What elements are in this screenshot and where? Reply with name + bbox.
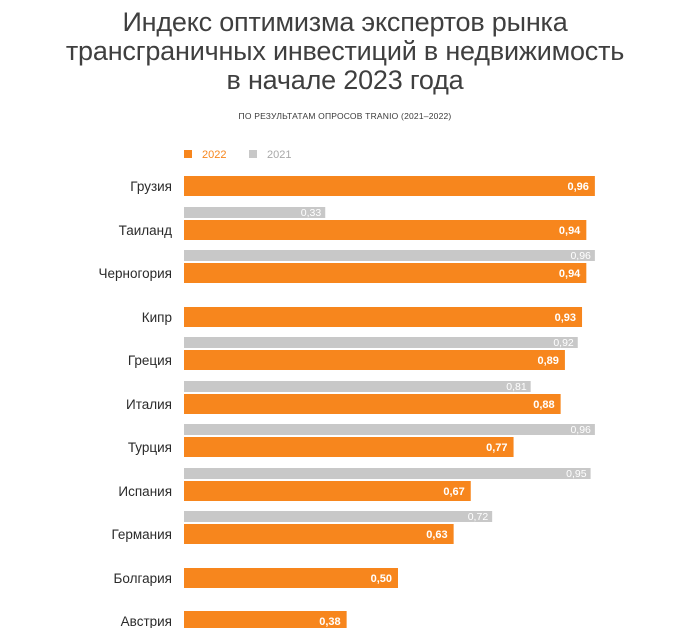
data-label-2022: 0,50 — [371, 573, 392, 585]
bar-2021 — [184, 424, 595, 435]
category-label: Кипр — [142, 310, 172, 325]
data-label-2021: 0,81 — [506, 381, 527, 393]
data-label-2022: 0,89 — [537, 355, 558, 367]
category-label: Австрия — [121, 614, 172, 628]
data-label-2022: 0,94 — [559, 268, 581, 280]
category-label: Таиланд — [119, 223, 173, 238]
bar-2021 — [184, 207, 326, 218]
bar-2021 — [184, 381, 531, 392]
data-label-2022: 0,38 — [319, 616, 340, 628]
data-label-2021: 0,33 — [301, 207, 322, 219]
legend-swatch-2021 — [249, 150, 257, 158]
chart-title-line: Индекс оптимизма экспертов рынка — [122, 7, 568, 37]
category-label: Германия — [111, 527, 172, 542]
bar-2022 — [184, 437, 514, 457]
data-label-2022: 0,96 — [567, 181, 588, 193]
chart-title: Индекс оптимизма экспертов рынка трансгр… — [0, 8, 690, 95]
chart-title-line: в начале 2023 года — [226, 65, 464, 95]
legend-swatch-2022 — [184, 150, 192, 158]
bar-2022 — [184, 611, 347, 628]
data-label-2021: 0,95 — [566, 468, 587, 480]
category-label: Греция — [128, 353, 172, 368]
data-label-2022: 0,77 — [486, 442, 507, 454]
data-label-2021: 0,96 — [570, 250, 591, 262]
bar-2022 — [184, 307, 583, 327]
legend-label-2021: 2021 — [267, 149, 291, 161]
chart-title-line: трансграничных инвестиций в недвижимость — [65, 36, 625, 66]
category-label: Черногория — [99, 266, 172, 281]
bar-2022 — [184, 568, 398, 588]
category-label: Италия — [126, 397, 172, 412]
bar-2021 — [184, 468, 591, 479]
bar-2022 — [184, 524, 454, 544]
chart-subtitle: ПО РЕЗУЛЬТАТАМ ОПРОСОВ TRANIO (2021–2022… — [238, 111, 452, 121]
category-label: Испания — [118, 484, 172, 499]
bar-2022 — [184, 263, 587, 283]
category-label: Грузия — [130, 179, 172, 194]
data-label-2021: 0,92 — [553, 337, 574, 349]
data-label-2022: 0,88 — [533, 399, 554, 411]
legend-label-2022: 2022 — [202, 149, 226, 161]
bar-2022 — [184, 176, 595, 196]
bar-2022 — [184, 394, 561, 414]
category-label: Турция — [128, 440, 172, 455]
bar-2021 — [184, 511, 493, 522]
data-label-2021: 0,96 — [570, 424, 591, 436]
bar-2021 — [184, 250, 595, 261]
bar-2021 — [184, 337, 578, 348]
bar-2022 — [184, 220, 587, 240]
data-label-2021: 0,72 — [468, 511, 489, 523]
data-label-2022: 0,94 — [559, 225, 581, 237]
bar-2022 — [184, 350, 565, 370]
bar-2022 — [184, 481, 471, 501]
data-label-2022: 0,63 — [426, 529, 447, 541]
category-label: Болгария — [114, 571, 172, 586]
data-label-2022: 0,93 — [555, 312, 576, 324]
data-label-2022: 0,67 — [443, 486, 464, 498]
